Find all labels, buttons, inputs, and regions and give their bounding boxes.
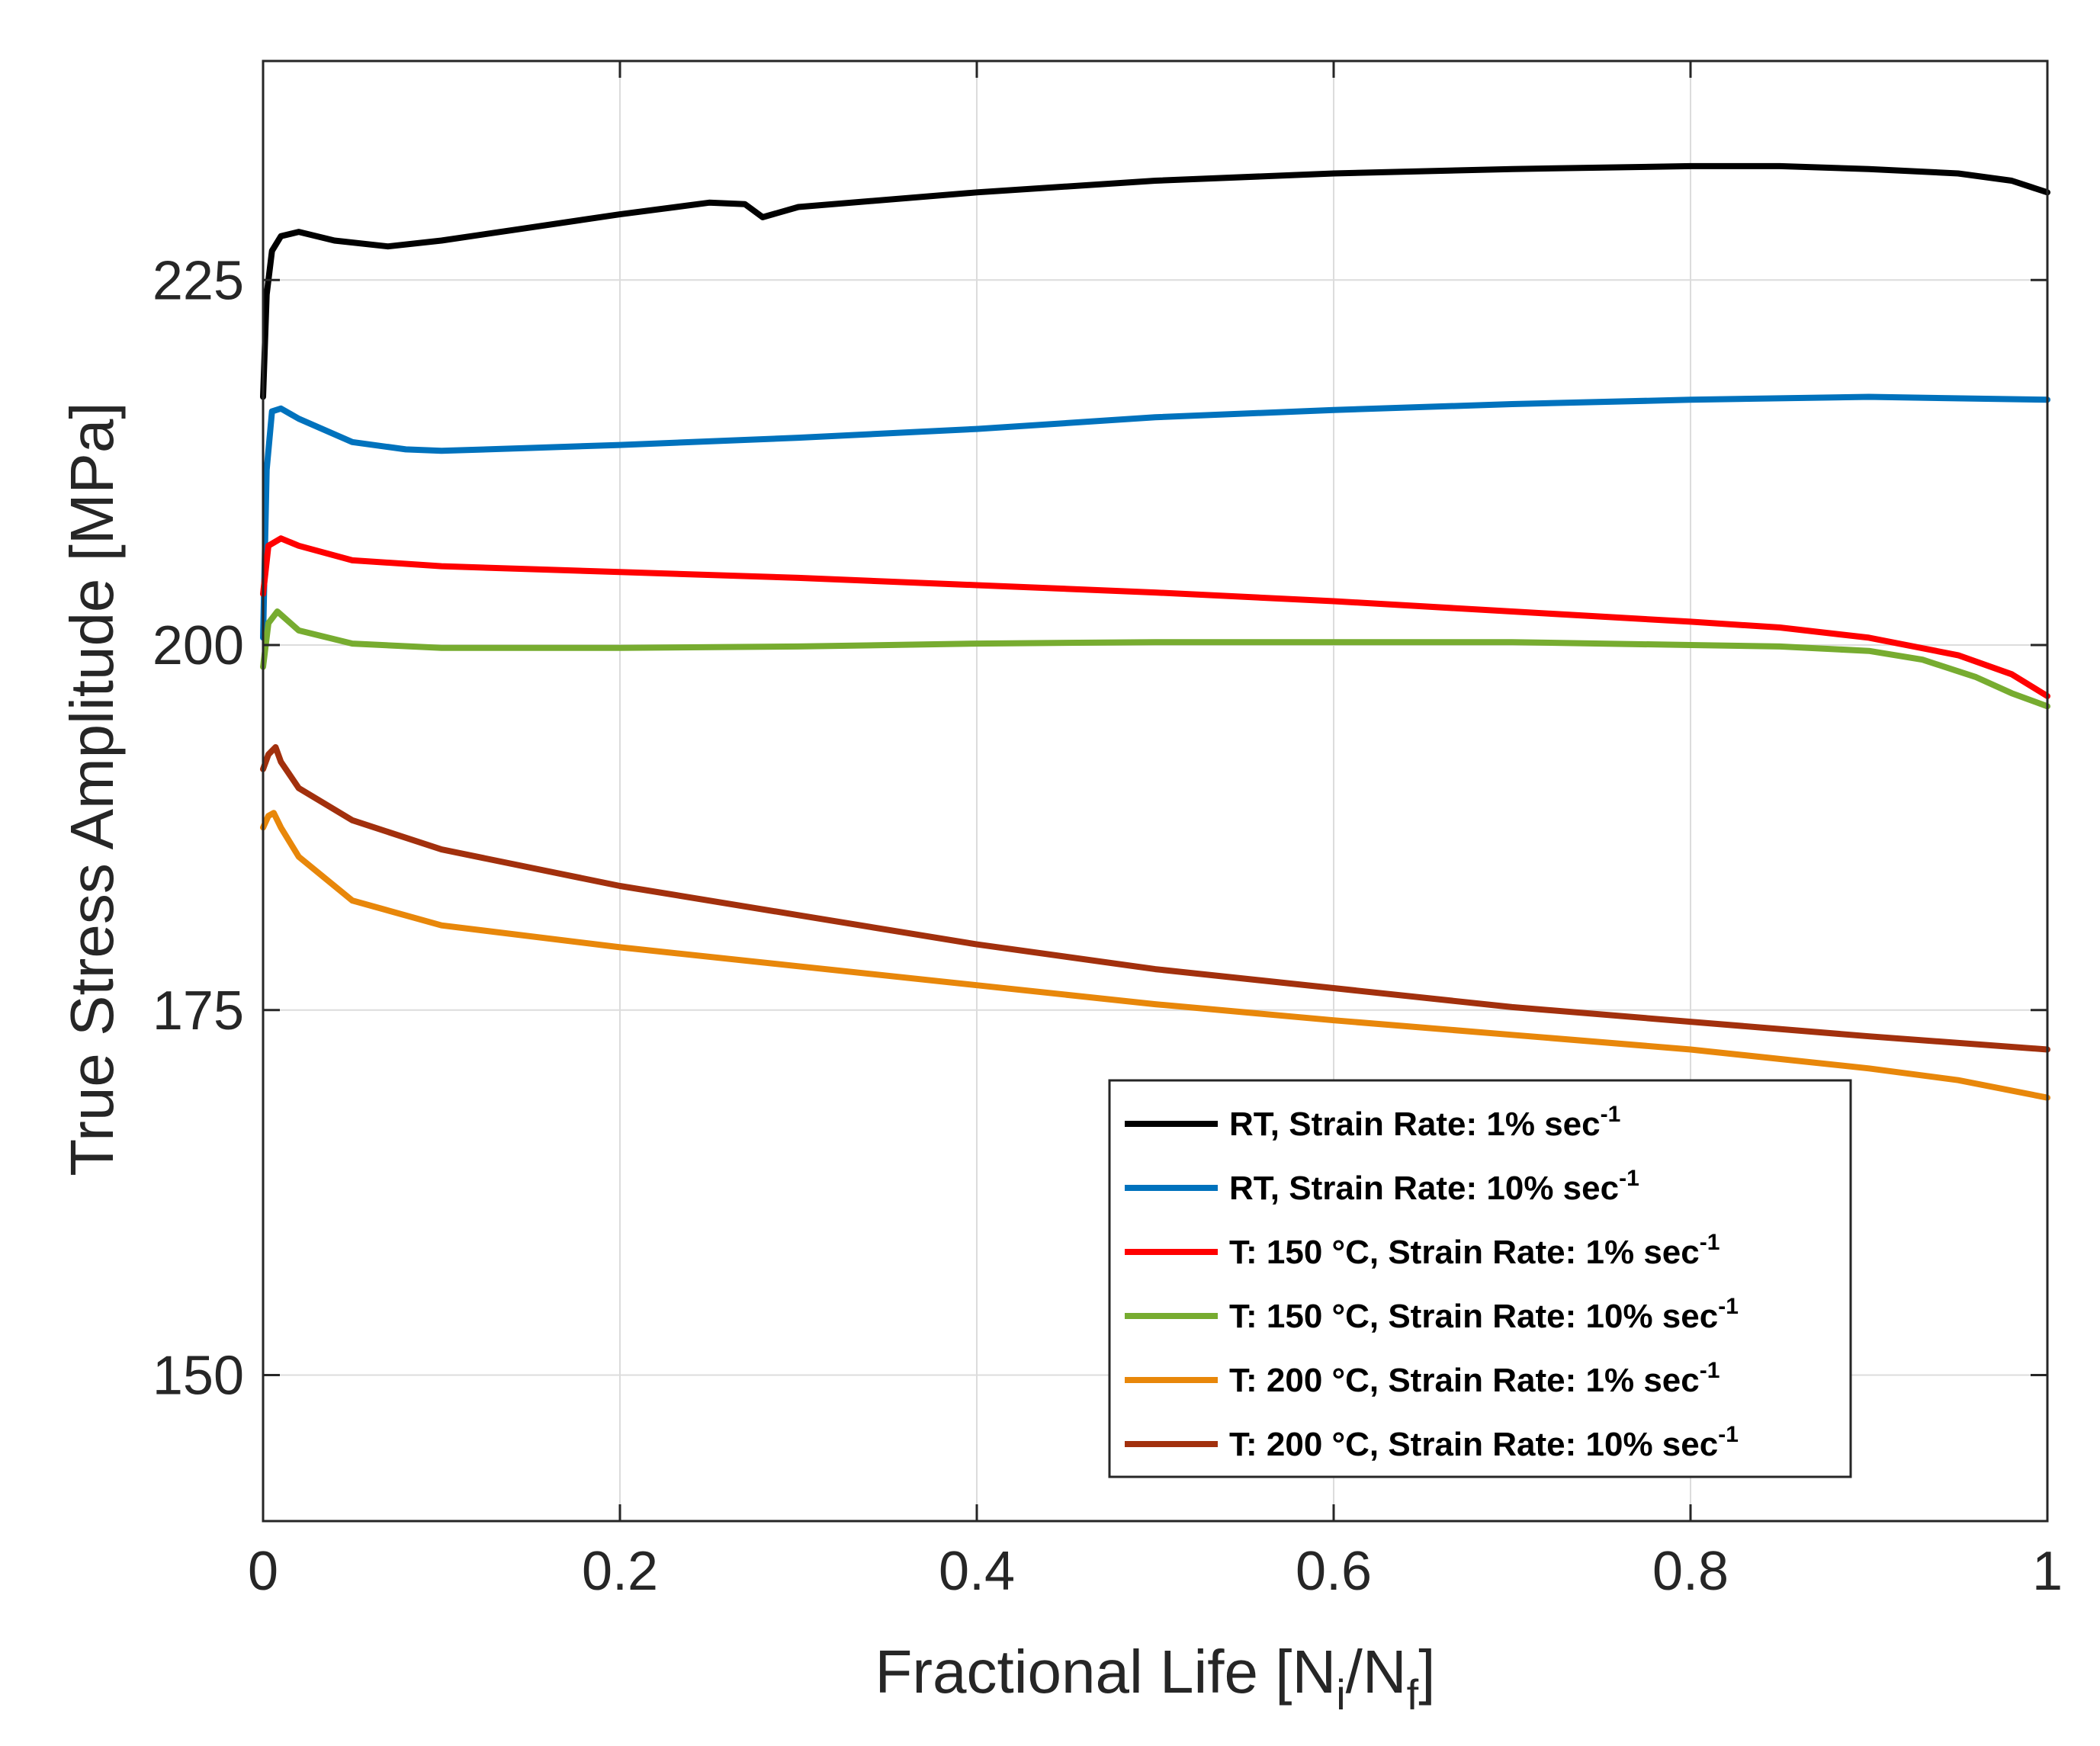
series-line-4 xyxy=(260,608,2050,710)
y-tick-label: 150 xyxy=(153,1346,244,1407)
y-axis-title: True Stress Amplitude [MPa] xyxy=(58,402,126,1176)
plot-frame xyxy=(262,59,2049,1523)
legend-item-4: T: 150 °C, Strain Rate: 10% sec-1 xyxy=(1125,1294,1739,1335)
series-lines xyxy=(260,162,2050,1101)
x-tick-label: 0.8 xyxy=(1652,1541,1729,1602)
y-tick-label: 200 xyxy=(153,615,244,676)
x-tick-label: 0 xyxy=(248,1541,278,1602)
legend-item-5: T: 200 °C, Strain Rate: 1% sec-1 xyxy=(1125,1358,1719,1399)
legend-item-2: RT, Strain Rate: 10% sec-1 xyxy=(1125,1166,1639,1207)
series-line-5 xyxy=(260,810,2050,1101)
legend-label: RT, Strain Rate: 10% sec-1 xyxy=(1229,1166,1639,1207)
x-tick-label: 1 xyxy=(2032,1541,2063,1602)
y-tick-label: 225 xyxy=(153,250,244,311)
legend-label: T: 150 °C, Strain Rate: 1% sec-1 xyxy=(1229,1230,1719,1271)
series-line-2 xyxy=(260,393,2050,641)
y-tick-labels: 150 175 200 225 xyxy=(153,250,244,1406)
x-tick-labels: 0 0.2 0.4 0.6 0.8 1 xyxy=(248,1541,2063,1602)
legend-item-3: T: 150 °C, Strain Rate: 1% sec-1 xyxy=(1125,1230,1719,1271)
legend-label: T: 150 °C, Strain Rate: 10% sec-1 xyxy=(1229,1294,1739,1335)
legend-label: RT, Strain Rate: 1% sec-1 xyxy=(1229,1102,1620,1143)
series-line-1 xyxy=(260,162,2050,400)
legend-items: RT, Strain Rate: 1% sec-1 RT, Strain Rate… xyxy=(1125,1102,1739,1463)
legend-box xyxy=(1108,1079,1852,1478)
x-tick-label: 0.2 xyxy=(582,1541,658,1602)
legend-label: T: 200 °C, Strain Rate: 10% sec-1 xyxy=(1229,1422,1739,1463)
x-tick-label: 0.4 xyxy=(939,1541,1015,1602)
series-line-6 xyxy=(260,744,2050,1053)
series-line-3 xyxy=(260,535,2050,699)
y-tick-label: 175 xyxy=(153,981,244,1042)
legend: RT, Strain Rate: 1% sec-1 RT, Strain Rate… xyxy=(1108,1079,1852,1478)
legend-item-6: T: 200 °C, Strain Rate: 10% sec-1 xyxy=(1125,1422,1739,1463)
legend-label: T: 200 °C, Strain Rate: 1% sec-1 xyxy=(1229,1358,1719,1399)
legend-item-1: RT, Strain Rate: 1% sec-1 xyxy=(1125,1102,1620,1143)
x-tick-label: 0.6 xyxy=(1296,1541,1372,1602)
axis-ticks xyxy=(262,61,2049,1521)
x-axis-title: Fractional Life [Ni/Nf] xyxy=(875,1638,1436,1719)
